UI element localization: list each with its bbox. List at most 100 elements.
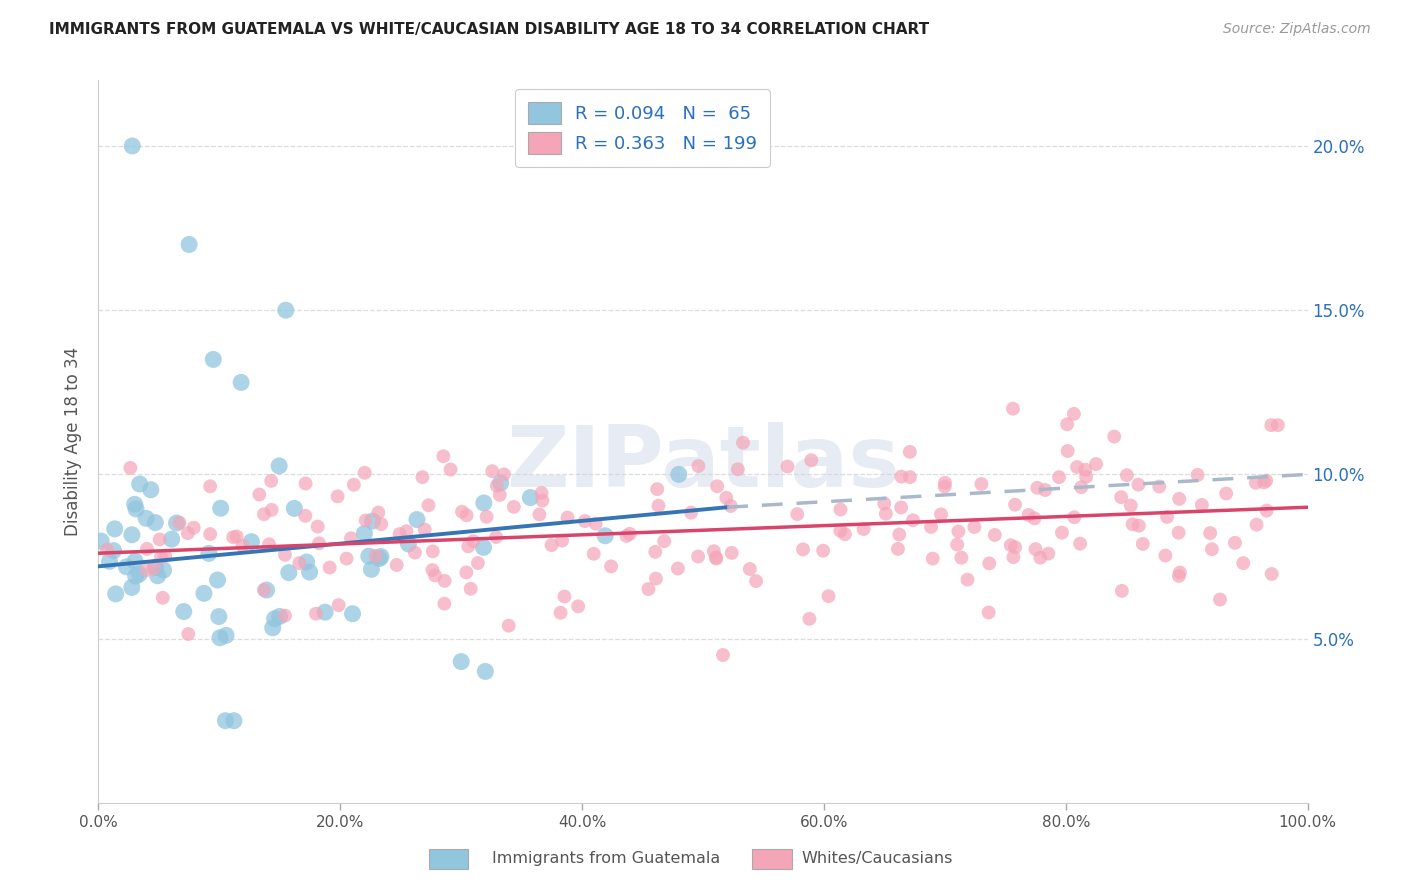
Point (688, 458, 710, 473)
Point (274, 548, 297, 562)
Point (198, 479, 221, 493)
Point (1018, 508, 1040, 522)
Point (361, 514, 384, 528)
Point (1119, 499, 1142, 513)
Point (1033, 483, 1056, 497)
Point (502, 500, 524, 514)
Point (104, 522, 127, 536)
Point (128, 477, 150, 491)
Point (295, 555, 318, 569)
Point (354, 513, 377, 527)
Point (1024, 542, 1046, 557)
Point (489, 475, 512, 490)
Point (314, 605, 336, 619)
Point (498, 618, 520, 632)
Point (439, 462, 461, 476)
Y-axis label: Disability Age 18 to 34: Disability Age 18 to 34 (65, 347, 83, 536)
Text: Whites/Caucasians: Whites/Caucasians (801, 851, 953, 865)
Point (298, 565, 321, 579)
Point (934, 475, 956, 490)
Point (288, 556, 311, 570)
Point (830, 502, 852, 516)
Point (152, 563, 174, 577)
Point (1029, 550, 1052, 565)
Point (1002, 550, 1025, 565)
Point (1066, 460, 1088, 475)
Point (215, 628, 238, 642)
Point (232, 539, 254, 553)
Point (531, 493, 554, 508)
Point (704, 550, 727, 565)
Point (530, 486, 553, 500)
Point (472, 496, 495, 510)
Point (1115, 468, 1137, 483)
Point (124, 554, 146, 568)
Point (222, 530, 245, 544)
Point (792, 542, 814, 557)
Point (1111, 583, 1133, 598)
Point (143, 516, 166, 530)
Point (1047, 470, 1070, 484)
Point (485, 478, 508, 492)
Point (731, 435, 754, 450)
Point (1074, 463, 1097, 477)
Point (1004, 540, 1026, 554)
Point (898, 470, 921, 484)
Point (207, 573, 229, 587)
Point (125, 569, 148, 583)
Point (834, 527, 856, 541)
Point (582, 547, 605, 561)
Point (463, 534, 485, 549)
Point (155, 549, 177, 563)
Point (1191, 498, 1213, 512)
Point (475, 509, 498, 524)
Point (432, 449, 454, 463)
Point (472, 541, 495, 555)
Point (637, 582, 659, 596)
Point (247, 487, 270, 501)
Point (1149, 479, 1171, 493)
Point (1156, 509, 1178, 524)
Point (488, 488, 510, 502)
Point (253, 507, 276, 521)
Point (253, 582, 276, 597)
Point (890, 500, 912, 515)
Point (1246, 517, 1268, 532)
Point (229, 376, 252, 390)
Point (209, 501, 232, 516)
Point (357, 549, 380, 563)
Point (139, 483, 162, 497)
Point (934, 480, 956, 494)
Point (1038, 547, 1060, 561)
Point (200, 527, 222, 541)
Point (398, 537, 420, 551)
Point (121, 581, 143, 595)
Point (644, 545, 666, 559)
Point (342, 607, 364, 621)
Point (283, 501, 305, 516)
Point (308, 536, 330, 550)
Point (457, 539, 479, 553)
Point (179, 237, 201, 252)
Point (1128, 477, 1150, 491)
Point (1209, 592, 1232, 607)
Point (704, 551, 727, 566)
Point (353, 526, 375, 541)
Point (160, 532, 183, 546)
Point (467, 556, 489, 570)
Point (307, 519, 329, 533)
Point (1201, 542, 1223, 557)
Point (647, 499, 669, 513)
Point (1076, 470, 1098, 484)
Point (585, 516, 607, 531)
Point (963, 520, 986, 534)
Point (644, 572, 666, 586)
Point (328, 598, 350, 612)
Point (703, 544, 725, 558)
Point (257, 537, 280, 551)
Point (1168, 491, 1191, 506)
Point (950, 550, 973, 565)
Point (574, 514, 596, 528)
Text: Source: ZipAtlas.com: Source: ZipAtlas.com (1223, 22, 1371, 37)
Point (177, 627, 200, 641)
